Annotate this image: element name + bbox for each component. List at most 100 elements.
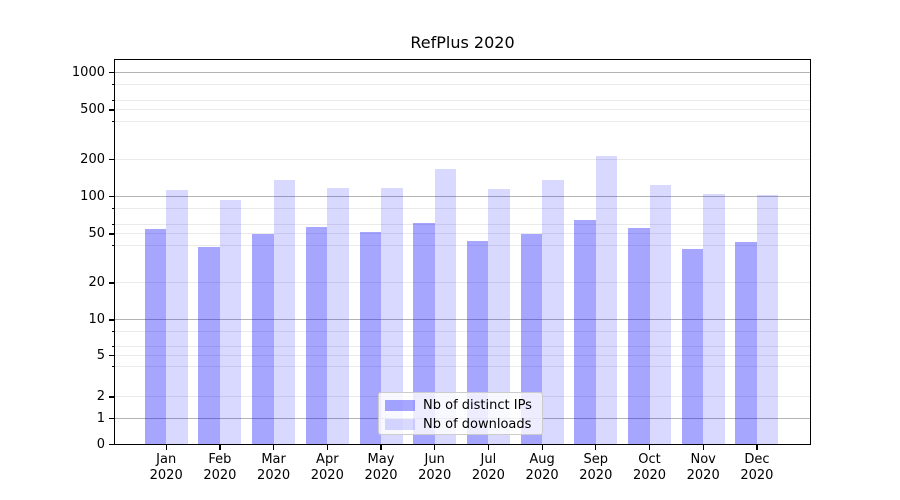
y-tick-label: 500 [80,102,105,118]
x-tick-mark [326,444,328,451]
gridline [115,245,810,247]
y-tick-mark [109,355,115,357]
bar-distinct-ips [305,226,328,445]
x-tick-label: Apr 2020 [310,452,344,484]
bar-distinct-ips [520,233,543,445]
gridline [115,99,810,101]
y-tick-mark [109,319,115,321]
gridline [115,223,810,225]
x-tick-mark [487,444,490,451]
bar-downloads [381,188,403,445]
y-minor-tick-mark [111,99,115,101]
bar-downloads [488,189,510,445]
gridline [115,72,810,74]
x-tick-mark [165,444,167,451]
bar-downloads [273,180,296,445]
legend-item-distinct-ips: Nb of distinct IPs [385,397,542,414]
x-tick-mark [273,444,275,451]
y-minor-tick-mark [111,223,115,225]
axes-box [114,59,811,446]
x-tick-mark [219,444,221,451]
x-tick-label: Jul 2020 [471,452,505,484]
bar-distinct-ips [735,241,757,445]
gridline [115,208,810,210]
gridline [115,196,810,198]
bar-downloads [166,189,188,445]
y-minor-tick-mark [111,331,115,333]
y-minor-tick-mark [111,366,115,368]
bar-distinct-ips [413,223,435,445]
gridline [115,319,810,321]
y-tick-mark [109,282,115,284]
y-tick-label: 200 [80,151,105,167]
gridline [115,355,810,357]
y-tick-label: 100 [80,189,105,205]
gridline [115,345,810,347]
legend-item-downloads: Nb of downloads [385,416,542,433]
y-tick-label: 10 [88,312,105,328]
x-tick-label: Nov 2020 [686,452,720,484]
y-minor-tick-mark [111,208,115,210]
y-tick-mark [109,396,115,398]
legend-label-distinct-ips: Nb of distinct IPs [423,398,532,413]
y-minor-tick-mark [111,345,115,347]
chart-title: RefPlus 2020 [410,33,515,52]
y-tick-mark [109,417,115,420]
gridline [115,331,810,333]
gridline [115,84,810,86]
x-tick-label: Sep 2020 [579,452,613,484]
y-minor-tick-mark [111,245,115,247]
y-tick-label: 2 [96,389,105,405]
x-tick-label: May 2020 [364,452,398,484]
bar-downloads [434,168,457,445]
y-tick-mark [109,443,115,445]
y-tick-mark [109,72,115,74]
gridline [115,121,810,123]
bar-downloads [327,187,349,445]
x-tick-label: Mar 2020 [257,452,291,484]
bar-downloads [649,184,671,445]
y-tick-mark [109,233,115,235]
legend-swatch-distinct-ips [385,400,415,411]
gridline [115,158,810,160]
x-tick-mark [648,444,651,451]
gridline [115,366,810,368]
legend-label-downloads: Nb of downloads [423,417,532,432]
y-tick-label: 1 [96,410,105,426]
bar-distinct-ips [144,228,167,445]
y-tick-label: 1000 [71,65,105,81]
y-tick-label: 20 [88,275,105,291]
gridline [115,109,810,111]
bar-distinct-ips [574,219,596,445]
bar-downloads [756,194,779,445]
bar-distinct-ips [628,227,650,445]
x-tick-label: Oct 2020 [632,452,667,484]
bar-distinct-ips [359,231,381,445]
y-tick-mark [109,109,115,111]
x-tick-label: Feb 2020 [203,452,237,484]
legend-swatch-downloads [385,419,415,430]
x-tick-mark [380,444,382,451]
x-tick-mark [756,444,758,451]
x-tick-mark [541,444,543,451]
y-tick-label: 5 [96,348,105,364]
y-tick-label: 0 [96,436,105,452]
y-tick-mark [109,195,115,198]
x-tick-mark [434,444,436,451]
bar-downloads [219,200,242,445]
x-tick-mark [702,444,704,451]
bar-distinct-ips [681,248,704,445]
x-tick-label: Aug 2020 [525,452,559,484]
x-tick-label: Jan 2020 [149,452,183,484]
gridline [115,233,810,235]
x-tick-mark [595,444,597,451]
bar-distinct-ips [252,233,274,445]
gridline [115,282,810,284]
bar-downloads [542,179,564,445]
bar-distinct-ips [198,247,220,445]
y-tick-mark [109,158,115,160]
y-minor-tick-mark [111,121,115,123]
y-tick-label: 50 [88,226,105,242]
x-tick-label: Jun 2020 [418,452,452,484]
